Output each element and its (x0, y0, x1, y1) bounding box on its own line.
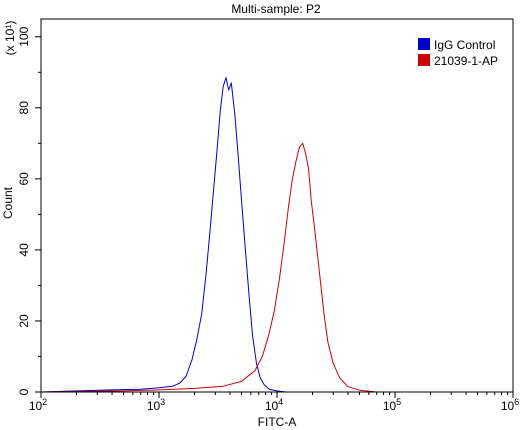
y-multiplier-label: (x 10¹) (3, 21, 17, 56)
y-tick-label: 80 (17, 101, 31, 115)
legend-swatch-21039-1-ap (418, 54, 430, 66)
y-tick-label: 60 (17, 172, 31, 186)
x-tick-label: 105 (383, 397, 401, 413)
x-tick-label: 106 (501, 397, 519, 413)
y-tick-label: 40 (17, 243, 31, 257)
legend: IgG Control 21039-1-AP (418, 38, 498, 68)
series-layer (40, 77, 377, 393)
legend-label-21039-1-ap: 21039-1-AP (434, 54, 498, 68)
x-tick-label: 102 (29, 397, 47, 413)
y-axis-label: Count (1, 186, 15, 219)
y-tick-label: 100 (17, 26, 31, 46)
chart-title: Multi-sample: P2 (231, 2, 321, 16)
legend-swatch-igg-control (418, 38, 430, 50)
plot-frame (40, 18, 514, 393)
x-tick-label: 103 (147, 397, 165, 413)
x-axis-label: FITC-A (258, 415, 297, 429)
axis-ticks: 102 103 104 105 106 0 20 40 60 80 100 (17, 26, 519, 413)
series-line-igg-control (40, 77, 287, 393)
y-tick-label: 20 (17, 314, 31, 328)
x-tick-label: 104 (265, 397, 283, 413)
legend-label-igg-control: IgG Control (434, 38, 495, 52)
y-tick-label: 0 (17, 388, 31, 395)
series-line-21039-1-ap (40, 142, 377, 393)
